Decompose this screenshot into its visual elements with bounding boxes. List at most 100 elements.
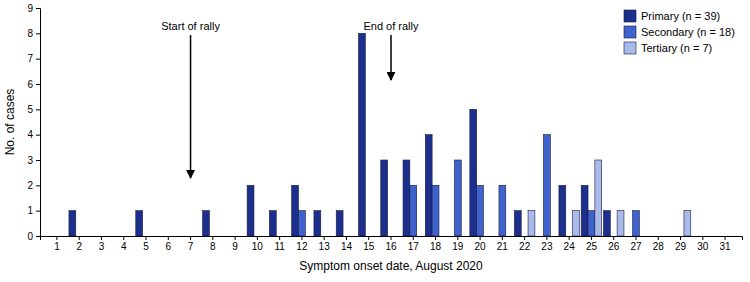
y-tick-mark (36, 211, 40, 212)
x-tick: 21 (497, 236, 509, 252)
x-tick-label: 9 (232, 241, 238, 252)
x-tick-label: 3 (99, 241, 105, 252)
x-tick-mark (680, 236, 681, 240)
plot: 0123456789123456789101112131415161718192… (3, 3, 743, 273)
x-tick: 1 (54, 236, 60, 252)
x-tick-label: 20 (475, 241, 487, 252)
legend-entry: Tertiary (n = 7) (624, 42, 712, 54)
bar (350, 236, 357, 237)
x-tick-mark (413, 236, 414, 240)
bar (394, 236, 401, 237)
bar (388, 236, 395, 237)
x-tick: 27 (630, 236, 642, 252)
x-tick-mark (79, 236, 80, 240)
annotation: Start of rally (161, 20, 220, 178)
x-tick-mark (546, 236, 547, 240)
y-tick-mark (36, 59, 40, 60)
bar (537, 236, 544, 237)
y-tick-label: 0 (27, 231, 33, 242)
bar (461, 236, 468, 237)
bar (403, 160, 410, 236)
bar (506, 236, 513, 237)
x-tick-mark (480, 236, 481, 240)
bar (165, 236, 172, 237)
x-tick-label: 10 (252, 241, 264, 252)
bar (158, 236, 165, 237)
x-tick-mark (702, 236, 703, 240)
bar (194, 236, 201, 237)
x-axis-line (41, 237, 743, 241)
x-tick-mark (279, 236, 280, 240)
x-tick-mark (324, 236, 325, 240)
bar (143, 236, 150, 237)
y-tick-label: 3 (27, 155, 33, 166)
y-axis-line (36, 9, 41, 237)
bar (47, 236, 54, 237)
y-tick: 2 (27, 180, 40, 191)
bar (216, 236, 223, 237)
annotation: End of rally (363, 20, 419, 80)
y-tick: 8 (27, 28, 40, 39)
bars (69, 33, 691, 236)
bar (648, 236, 655, 237)
legend-swatch (624, 10, 636, 22)
y-tick: 1 (27, 205, 40, 216)
x-tick: 12 (296, 236, 308, 252)
legend-swatch (624, 26, 636, 38)
y-tick-label: 9 (27, 3, 33, 14)
x-tick: 17 (408, 236, 420, 252)
bar (149, 236, 156, 237)
x-tick-label: 8 (210, 241, 216, 252)
annotation-text: Start of rally (161, 20, 220, 32)
x-tick: 16 (385, 236, 397, 252)
bar (98, 236, 105, 237)
x-tick-mark (56, 236, 57, 240)
x-tick: 14 (341, 236, 353, 252)
x-tick-mark (502, 236, 503, 240)
bar (372, 236, 379, 237)
legend-label: Tertiary (n = 7) (641, 42, 712, 54)
bar (247, 185, 254, 236)
y-tick-label: 2 (27, 180, 33, 191)
bar (617, 211, 624, 236)
x-tick-mark (168, 236, 169, 240)
bar (83, 236, 90, 237)
bar (343, 236, 350, 237)
bar (381, 160, 388, 236)
bar (336, 211, 343, 236)
bar (706, 236, 713, 237)
x-tick-mark (212, 236, 213, 240)
y-tick-mark (36, 8, 40, 9)
bar (120, 236, 127, 237)
bar (254, 236, 261, 237)
x-tick-mark (524, 236, 525, 240)
x-tick: 9 (232, 236, 238, 252)
x-tick-mark (635, 236, 636, 240)
x-tick-mark (725, 236, 726, 240)
x-tick-mark (101, 236, 102, 240)
bar (113, 236, 120, 237)
bar (269, 211, 276, 236)
x-tick: 2 (76, 236, 82, 252)
bar (499, 185, 506, 236)
y-tick-mark (36, 33, 40, 34)
x-tick: 3 (99, 236, 105, 252)
x-tick-label: 15 (363, 241, 375, 252)
x-tick-mark (368, 236, 369, 240)
x-tick-mark (123, 236, 124, 240)
bar (454, 160, 461, 236)
bar (543, 135, 550, 236)
bar (54, 236, 61, 237)
y-tick: 5 (27, 104, 40, 115)
y-tick-label: 6 (27, 79, 33, 90)
x-tick-mark (569, 236, 570, 240)
bar (91, 236, 98, 237)
bar (76, 236, 83, 237)
x-tick-mark (658, 236, 659, 240)
series-bars (69, 33, 610, 236)
annotation-text: End of rally (363, 20, 419, 32)
legend-entry: Secondary (n = 18) (624, 26, 735, 38)
x-tick-label: 18 (430, 241, 442, 252)
legend-entry: Primary (n = 39) (624, 10, 720, 22)
bar (239, 236, 246, 237)
